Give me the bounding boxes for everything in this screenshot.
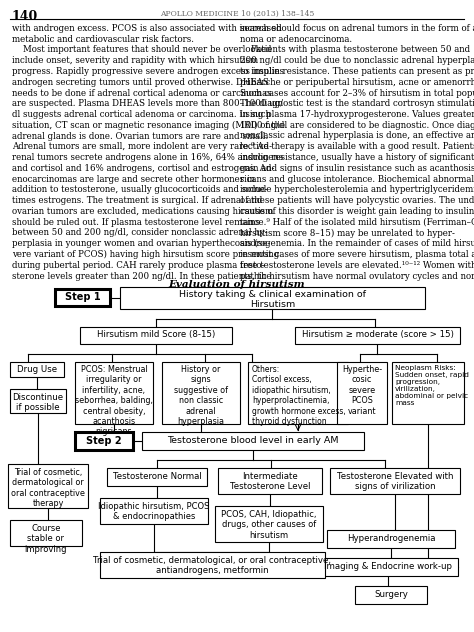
Text: Testosterone blood level in early AM: Testosterone blood level in early AM — [167, 436, 339, 445]
Bar — [10, 389, 66, 413]
Text: PCOS: Menstrual
irregularity or
infertility, acne,
seborrhea, balding,
central o: PCOS: Menstrual irregularity or infertil… — [75, 365, 153, 437]
Text: Idiopathic hirsutism, PCOS
& endocrinopathies: Idiopathic hirsutism, PCOS & endocrinopa… — [98, 502, 210, 521]
Bar — [142, 432, 364, 450]
Text: APOLLO MEDICINE 10 (2013) 138–145: APOLLO MEDICINE 10 (2013) 138–145 — [160, 10, 314, 18]
Bar — [75, 432, 133, 450]
Bar — [120, 287, 425, 309]
Bar — [80, 327, 232, 344]
Text: Trial of cosmetic, dermatological, or oral contraceptive,
antiandrogens, metform: Trial of cosmetic, dermatological, or or… — [93, 556, 331, 575]
Bar — [107, 468, 207, 486]
Text: Evaluation of hirsutism: Evaluation of hirsutism — [169, 280, 305, 289]
Bar — [10, 520, 82, 546]
Text: Neoplasm Risks:
Sudden onset, rapid
progression,
virilization,
abdominal or pelv: Neoplasm Risks: Sudden onset, rapid prog… — [395, 365, 469, 406]
Text: Hirsutism mild Score (8-15): Hirsutism mild Score (8-15) — [97, 330, 215, 339]
Text: Drug Use: Drug Use — [17, 365, 57, 374]
Bar — [100, 498, 208, 524]
Text: Hirsutism ≥ moderate (score > 15): Hirsutism ≥ moderate (score > 15) — [301, 330, 454, 339]
Text: Others:
Cortisol excess,
idiopathic hirsutism,
hyperprolactinemia,
growth hormon: Others: Cortisol excess, idiopathic hirs… — [252, 365, 346, 426]
Bar — [355, 586, 427, 604]
Text: 140: 140 — [12, 10, 38, 23]
Bar — [218, 468, 322, 494]
Text: History taking & clinical examination of
Hirsutism: History taking & clinical examination of… — [179, 290, 366, 310]
Text: with androgen excess. PCOS is also associated with increased
metabolic and cardi: with androgen excess. PCOS is also assoc… — [12, 24, 285, 281]
Text: Intermediate
Testosterone Level: Intermediate Testosterone Level — [230, 472, 310, 492]
Bar — [295, 327, 460, 344]
Text: Step 1: Step 1 — [64, 292, 100, 302]
Bar — [318, 558, 458, 576]
Bar — [8, 464, 88, 508]
Bar — [55, 289, 110, 306]
Text: Discontinue
if possible: Discontinue if possible — [12, 393, 64, 413]
Text: Course
stable or
improving: Course stable or improving — [25, 524, 67, 554]
Bar — [100, 552, 325, 578]
Text: PCOS, CAH, Idiopathic,
drugs, other causes of
hirsutism: PCOS, CAH, Idiopathic, drugs, other caus… — [221, 510, 317, 540]
Text: Testosterone Normal: Testosterone Normal — [113, 472, 201, 481]
Bar — [162, 362, 240, 424]
Text: Surgery: Surgery — [374, 590, 408, 599]
Bar — [248, 362, 348, 424]
Text: Imaging & Endocrine work-up: Imaging & Endocrine work-up — [324, 562, 452, 571]
Text: Testosterone Elevated with
signs of virilization: Testosterone Elevated with signs of viri… — [337, 472, 453, 492]
Text: History or
signs
suggestive of
non classic
adrenal
hyperplasia: History or signs suggestive of non class… — [174, 365, 228, 426]
Bar — [215, 506, 323, 542]
Text: Step 2: Step 2 — [86, 436, 122, 446]
Bar — [10, 362, 64, 377]
Bar — [337, 362, 387, 424]
Text: search should focus on adrenal tumors in the form of ade-
noma or adenocarcinoma: search should focus on adrenal tumors in… — [240, 24, 474, 281]
Bar — [75, 362, 153, 424]
Text: Trial of cosmetic,
dermatological or
oral contraceptive
therapy: Trial of cosmetic, dermatological or ora… — [11, 468, 85, 508]
Text: Hyperthe-
cosic
severe
PCOS
variant: Hyperthe- cosic severe PCOS variant — [342, 365, 382, 416]
Text: Hyperandrogenemia: Hyperandrogenemia — [347, 534, 435, 543]
Bar — [330, 468, 460, 494]
Bar — [392, 362, 464, 424]
Bar — [327, 530, 455, 548]
